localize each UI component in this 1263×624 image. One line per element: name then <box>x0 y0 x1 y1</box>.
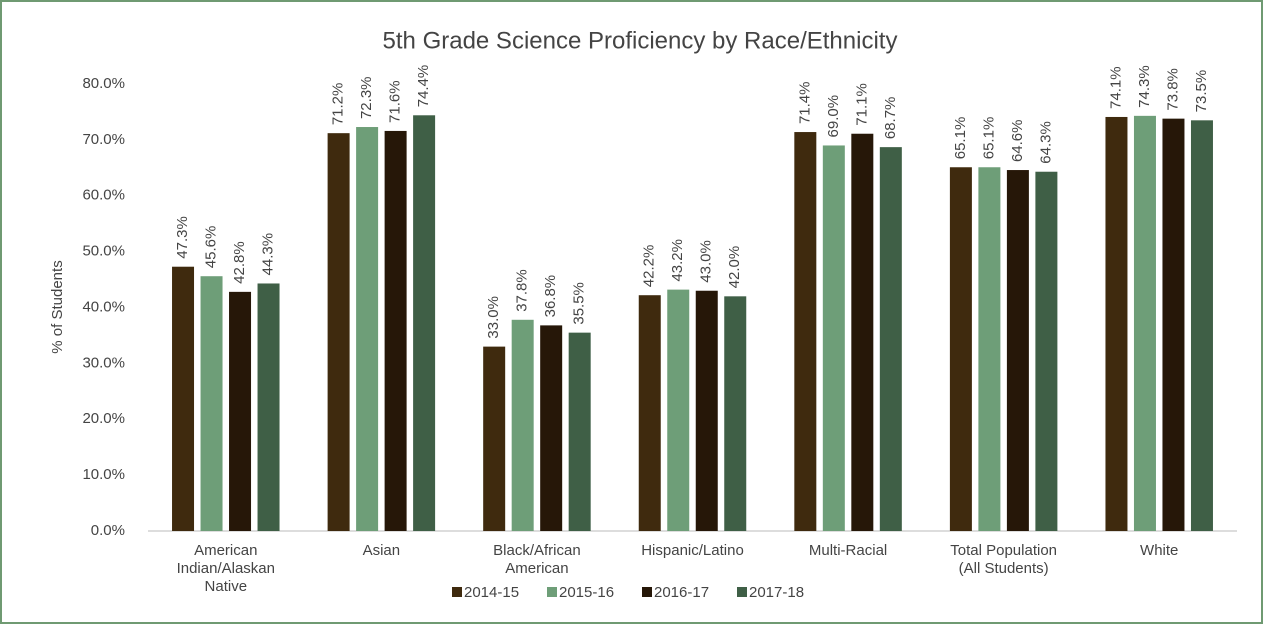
value-label: 71.4% <box>796 82 813 125</box>
legend-label: 2017-18 <box>749 584 804 601</box>
value-label: 33.0% <box>485 296 502 339</box>
bar <box>851 133 874 531</box>
value-label: 74.3% <box>1136 65 1153 108</box>
bar <box>638 295 661 531</box>
value-label: 37.8% <box>514 269 531 312</box>
bar <box>724 296 747 531</box>
x-tick-label: Total Population (All Students) <box>950 542 1057 577</box>
legend-swatch <box>642 587 652 597</box>
value-label: 42.0% <box>726 246 743 289</box>
bar <box>822 145 845 531</box>
value-label: 73.8% <box>1164 68 1181 111</box>
value-label: 64.3% <box>1037 121 1054 164</box>
bar <box>667 289 690 531</box>
x-tick-label: American Indian/Alaskan Native <box>177 542 275 595</box>
value-label: 36.8% <box>542 275 559 318</box>
value-label: 71.2% <box>330 83 347 126</box>
bar <box>949 167 972 531</box>
value-label: 74.4% <box>415 65 432 108</box>
y-tick-label: 60.0% <box>82 187 125 204</box>
bar <box>1162 118 1185 531</box>
y-tick-label: 30.0% <box>82 354 125 371</box>
legend-label: 2016-17 <box>654 584 709 601</box>
bar <box>978 167 1001 531</box>
value-label: 43.2% <box>669 239 686 282</box>
y-tick-label: 40.0% <box>82 298 125 315</box>
bar <box>229 291 252 531</box>
value-label: 64.6% <box>1009 120 1026 163</box>
x-tick-label: Black/African American <box>493 542 581 577</box>
legend-label: 2015-16 <box>559 584 614 601</box>
bar <box>257 283 280 531</box>
value-label: 71.1% <box>853 83 870 126</box>
x-tick-label: Hispanic/Latino <box>641 542 744 559</box>
bar <box>794 132 817 532</box>
y-tick-label: 0.0% <box>91 522 125 539</box>
y-tick-label: 20.0% <box>82 410 125 427</box>
value-label: 42.2% <box>641 245 658 288</box>
legend-swatch <box>452 587 462 597</box>
bar <box>1133 115 1156 531</box>
bar <box>511 319 534 531</box>
value-label: 45.6% <box>203 226 220 269</box>
bar <box>568 332 591 531</box>
bar <box>384 130 407 531</box>
value-label: 65.1% <box>952 117 969 160</box>
legend-swatch <box>547 587 557 597</box>
x-tick-label: Multi-Racial <box>809 542 887 559</box>
bar <box>413 115 436 531</box>
x-tick-label: White <box>1140 542 1178 559</box>
value-label: 69.0% <box>825 95 842 138</box>
value-label: 35.5% <box>571 282 588 325</box>
value-label: 71.6% <box>387 80 404 123</box>
value-label: 65.1% <box>980 117 997 160</box>
y-tick-label: 80.0% <box>82 75 125 92</box>
legend-label: 2014-15 <box>464 584 519 601</box>
chart-title: 5th Grade Science Proficiency by Race/Et… <box>383 27 898 54</box>
bar <box>172 266 195 531</box>
x-tick-label: Asian <box>363 542 401 559</box>
y-tick-label: 70.0% <box>82 131 125 148</box>
value-label: 43.0% <box>698 240 715 283</box>
y-axis-label: % of Students <box>49 260 66 353</box>
bar <box>695 290 718 531</box>
bar <box>1006 170 1029 532</box>
bar <box>356 127 379 532</box>
bar <box>327 133 350 532</box>
y-tick-label: 50.0% <box>82 243 125 260</box>
bar <box>200 276 223 531</box>
value-label: 72.3% <box>358 76 375 119</box>
value-label: 47.3% <box>174 216 191 259</box>
y-tick-label: 10.0% <box>82 466 125 483</box>
bar <box>540 325 563 531</box>
value-label: 74.1% <box>1107 66 1124 109</box>
bar <box>1105 116 1128 531</box>
bar <box>879 147 902 532</box>
value-label: 42.8% <box>231 241 248 284</box>
legend-swatch <box>737 587 747 597</box>
bar <box>1190 120 1213 531</box>
bar <box>1035 171 1058 531</box>
value-label: 68.7% <box>882 97 899 140</box>
value-label: 73.5% <box>1193 70 1210 113</box>
value-label: 44.3% <box>260 233 277 276</box>
bar <box>483 346 506 531</box>
